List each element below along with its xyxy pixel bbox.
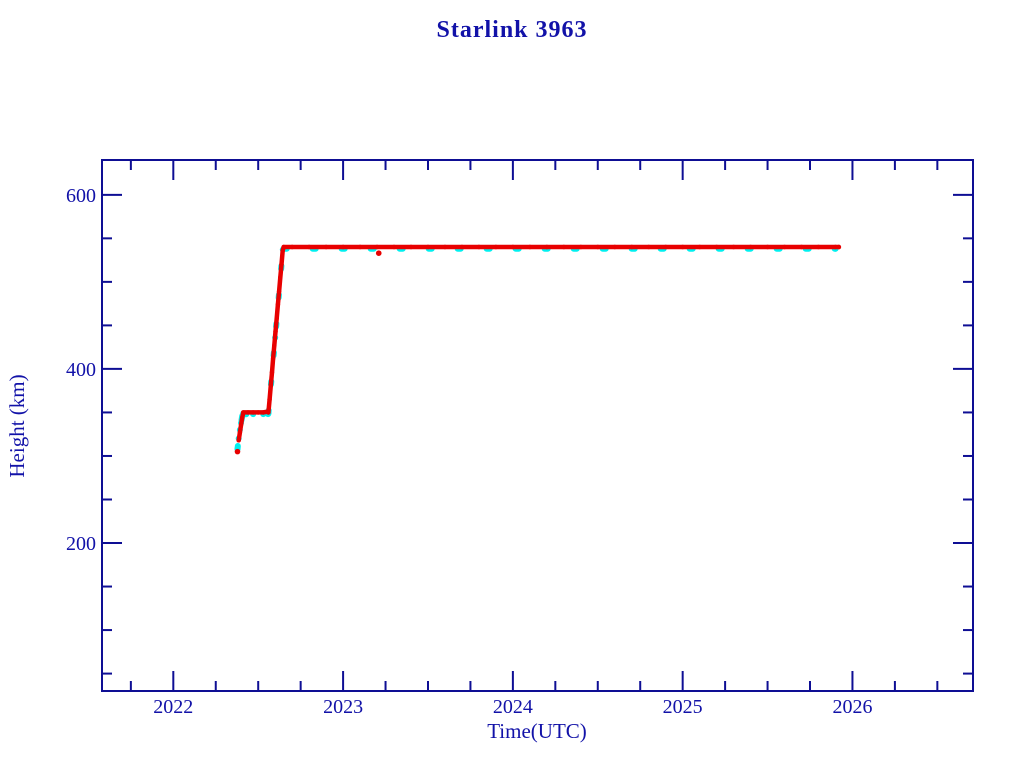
plot-frame [101, 159, 974, 692]
tick-labels: 2022 2023 2024 2025 2026 200 400 600 [66, 185, 872, 718]
y-axis-title: Height (km) [5, 374, 29, 477]
y-tick-label: 600 [66, 185, 96, 207]
y-tick-label: 400 [66, 359, 96, 381]
axis-ticks [102, 160, 973, 691]
data-points [234, 244, 842, 455]
x-tick-label: 2025 [663, 696, 703, 718]
chart-title: Starlink 3963 [436, 17, 588, 43]
x-axis-title: Time(UTC) [487, 719, 587, 743]
y-tick-label: 200 [66, 533, 96, 555]
x-tick-label: 2024 [493, 696, 533, 718]
x-tick-label: 2022 [153, 696, 193, 718]
x-tick-label: 2023 [323, 696, 363, 718]
x-tick-label: 2026 [832, 696, 872, 718]
